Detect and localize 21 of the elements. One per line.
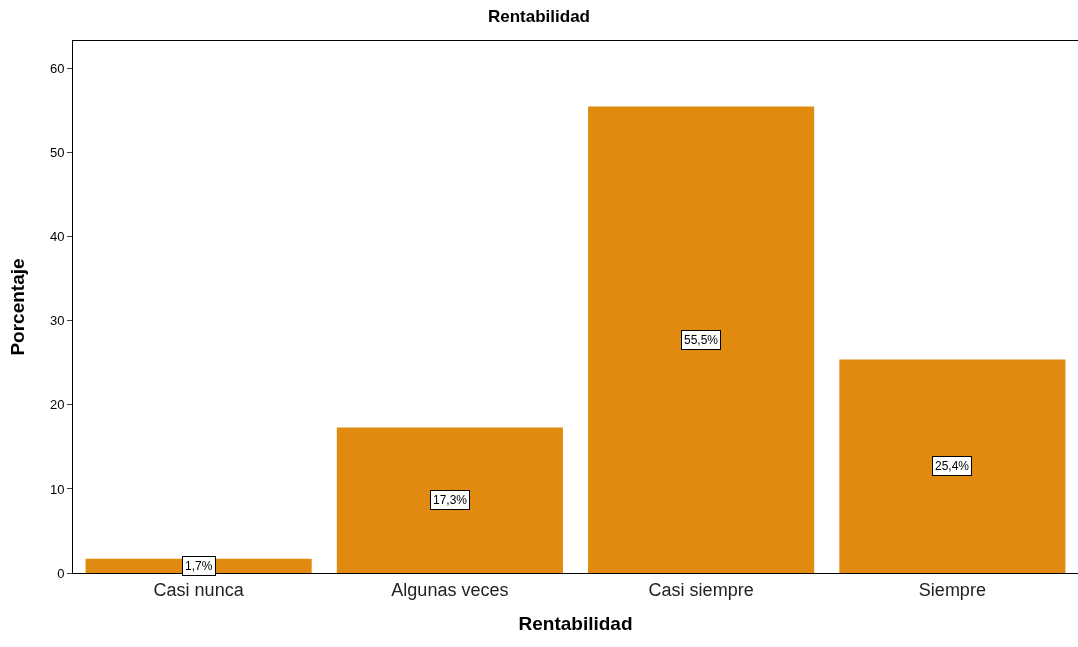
y-tick-label: 10 bbox=[49, 481, 65, 497]
data-label: 1,7% bbox=[185, 559, 213, 573]
bar bbox=[588, 106, 815, 573]
x-tick-label: Siempre bbox=[918, 579, 986, 600]
x-axis-title: Rentabilidad bbox=[518, 613, 633, 635]
y-tick-label: 30 bbox=[49, 313, 65, 329]
y-tick-label: 60 bbox=[49, 61, 65, 77]
y-tick-label: 40 bbox=[49, 229, 65, 245]
y-tick-label: 50 bbox=[49, 145, 65, 161]
chart-title: Rentabilidad bbox=[487, 7, 591, 27]
y-tick-label: 20 bbox=[49, 397, 65, 413]
bar bbox=[839, 359, 1066, 573]
data-label: 25,4% bbox=[935, 459, 970, 473]
bar bbox=[336, 427, 563, 573]
x-tick-label: Algunas veces bbox=[391, 579, 509, 600]
y-tick-label: 0 bbox=[57, 565, 65, 581]
y-axis-title: Porcentaje bbox=[6, 258, 28, 356]
data-label: 55,5% bbox=[684, 333, 719, 347]
x-tick-label: Casi siempre bbox=[648, 579, 754, 600]
data-label: 17,3% bbox=[433, 493, 468, 507]
x-tick-label: Casi nunca bbox=[153, 579, 245, 600]
